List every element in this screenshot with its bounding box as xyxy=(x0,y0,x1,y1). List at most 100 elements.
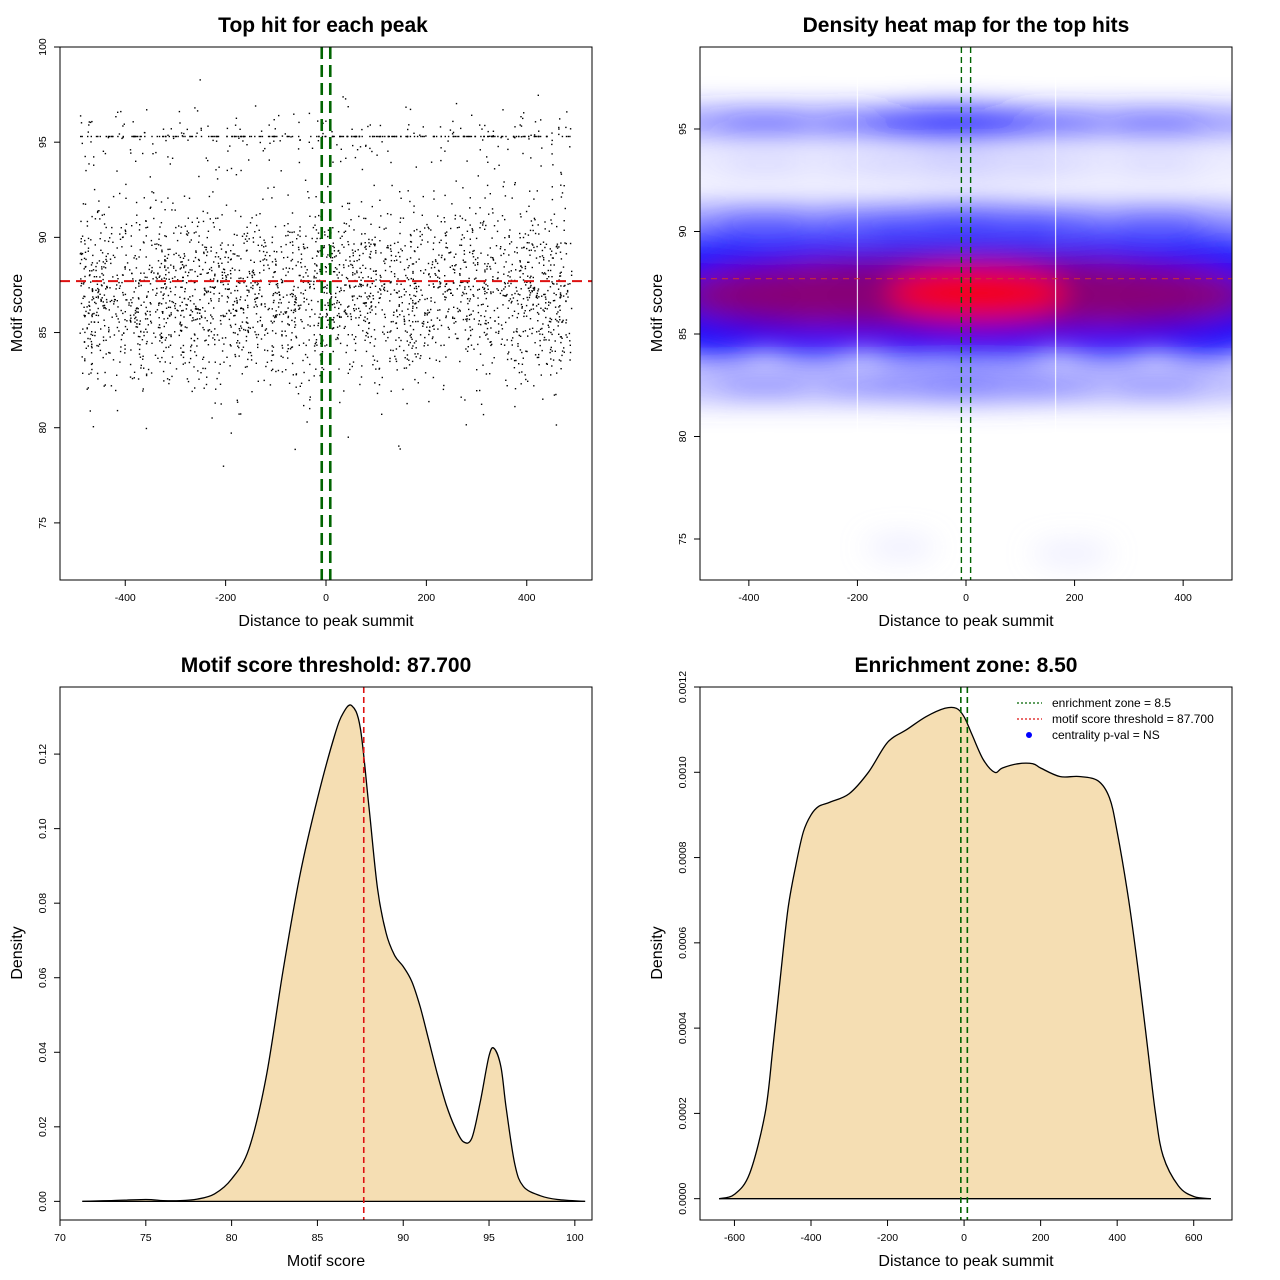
scatter-point xyxy=(206,376,208,378)
scatter-point xyxy=(297,148,300,150)
scatter-point xyxy=(544,307,546,309)
scatter-point xyxy=(92,269,95,271)
scatter-point xyxy=(462,318,465,321)
scatter-point xyxy=(506,293,508,296)
scatter-point xyxy=(339,316,341,318)
scatter-point xyxy=(311,147,314,149)
scatter-point xyxy=(325,120,327,122)
scatter-point xyxy=(99,135,101,138)
scatter-point xyxy=(482,224,484,226)
scatter-point xyxy=(234,353,236,356)
scatter-point xyxy=(340,289,342,291)
scatter-point xyxy=(88,121,90,123)
scatter-point xyxy=(516,328,518,330)
scatter-point xyxy=(479,389,481,392)
scatter-point xyxy=(340,160,342,163)
heatmap-title: Density heat map for the top hits xyxy=(803,14,1130,37)
scatter-point xyxy=(89,270,91,272)
density-blob xyxy=(1025,265,1232,330)
scatter-point xyxy=(207,125,209,127)
scatter-point xyxy=(453,282,455,284)
scatter-point xyxy=(415,166,417,168)
scatter-point xyxy=(105,226,107,229)
scatter-point xyxy=(502,185,504,188)
scatter-title: Top hit for each peak xyxy=(218,14,428,37)
scatter-point xyxy=(348,208,350,210)
scatter-point xyxy=(187,232,190,234)
scatter-point xyxy=(336,302,338,304)
scatter-point xyxy=(240,277,242,279)
y-tick-label: 0.08 xyxy=(37,893,49,914)
scatter-point xyxy=(135,258,138,260)
scatter-point xyxy=(331,319,333,321)
scatter-point xyxy=(103,294,106,296)
scatter-point xyxy=(281,335,283,337)
scatter-point xyxy=(274,225,277,228)
scatter-point xyxy=(400,135,402,138)
scatter-point xyxy=(91,299,93,301)
scatter-point xyxy=(400,283,402,285)
scatter-point xyxy=(532,308,535,310)
scatter-point xyxy=(259,236,261,238)
scatter-point xyxy=(183,266,185,269)
scatter-point xyxy=(206,254,208,257)
scatter-point xyxy=(285,312,287,314)
scatter-point xyxy=(354,304,356,306)
scatter-point xyxy=(373,135,376,138)
scatter-point xyxy=(525,350,527,352)
scatter-point xyxy=(99,218,101,220)
scatter-point xyxy=(170,314,172,316)
scatter-point xyxy=(292,311,295,314)
scatter-point xyxy=(520,136,523,138)
scatter-point xyxy=(143,197,145,199)
scatter-point xyxy=(275,370,277,373)
scatter-point xyxy=(519,261,521,263)
scatter-point xyxy=(236,234,238,236)
scatter-point xyxy=(475,277,477,279)
scatter-point xyxy=(108,206,110,208)
scatter-point xyxy=(145,328,147,330)
scatter-point xyxy=(234,289,236,292)
scatter-point xyxy=(119,350,122,353)
scatter-point xyxy=(458,309,461,311)
scatter-point xyxy=(524,374,526,376)
scatter-point xyxy=(535,257,538,259)
scatter-point xyxy=(366,296,368,298)
scatter-point xyxy=(105,339,107,341)
scatter-point xyxy=(246,289,248,291)
scatter-point xyxy=(171,209,173,211)
scatter-point xyxy=(244,366,247,368)
scatter-point xyxy=(271,322,274,324)
scatter-point xyxy=(82,203,85,205)
scatter-point xyxy=(336,326,339,328)
scatter-point xyxy=(174,307,176,310)
scatter-point xyxy=(91,347,93,349)
scatter-point xyxy=(505,135,507,138)
scatter-point xyxy=(301,320,303,323)
scatter-point xyxy=(459,360,461,363)
scatter-point xyxy=(251,276,254,279)
scatter-point xyxy=(164,283,166,285)
scatter-point xyxy=(167,134,169,136)
scatter-point xyxy=(429,357,431,360)
scatter-point xyxy=(152,153,154,155)
scatter-point xyxy=(105,255,107,258)
scatter-point xyxy=(101,272,103,275)
scatter-point xyxy=(258,135,260,138)
scatter-point xyxy=(196,110,199,112)
scatter-point xyxy=(518,135,520,138)
scatter-point xyxy=(243,328,245,331)
scatter-point xyxy=(485,319,487,322)
scatter-point xyxy=(268,307,270,310)
scatter-point xyxy=(552,164,554,166)
scatter-point xyxy=(174,303,177,305)
y-tick-label: 80 xyxy=(37,422,49,434)
scatter-point xyxy=(145,427,148,430)
scatter-point xyxy=(138,282,140,284)
scatter-point xyxy=(419,357,421,360)
scatter-point xyxy=(302,246,305,248)
scatter-point xyxy=(201,244,204,246)
scatter-point xyxy=(280,311,282,313)
scatter-point xyxy=(83,306,85,308)
scatter-point xyxy=(214,343,216,346)
